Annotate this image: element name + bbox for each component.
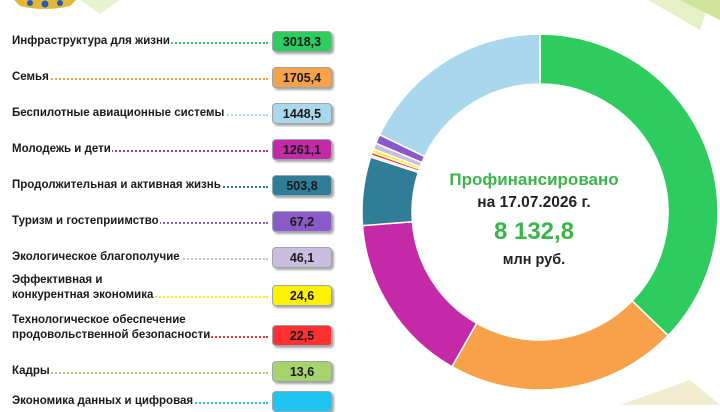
category-label: Инфраструктура для жизни [12,34,268,49]
category-label-line: Продолжительная и активная жизнь [12,179,222,191]
financed-unit: млн руб. [502,252,566,268]
category-label-line: Беспилотные авиационные системы [12,107,226,119]
category-label-line: Кадры [12,365,51,377]
value-badge: 46,1 [272,247,332,268]
category-row: Семья 1705,4 [12,64,337,88]
category-label-line: продовольственной безопасности [12,329,212,341]
decorative-leaf-bottom-right [620,380,720,405]
value-badge: 67,2 [272,211,332,232]
coat-of-arms-emblem [14,0,76,9]
category-label-line: Эффективная и [12,274,104,286]
category-label-line: Инфраструктура для жизни [12,35,171,47]
category-row: Кадры 13,6 [12,358,337,382]
category-label-line: Туризм и гостеприимство [12,215,160,227]
category-label-line: Семья [12,71,50,83]
category-row: Инфраструктура для жизни 3018,3 [12,28,337,52]
category-label: Семья [12,70,268,85]
category-row: Беспилотные авиационные системы 1448,5 [12,100,337,124]
category-label: Экономика данных и цифровая [12,394,268,409]
leader-dots [12,372,268,374]
category-label: Беспилотные авиационные системы [12,106,268,121]
category-row: Экологическое благополучие 46,1 [12,244,337,268]
category-label: Молодежь и дети [12,142,268,157]
category-label: Технологическое обеспечение продовольстве… [12,313,268,343]
financed-total: 8 132,8 [493,218,575,245]
value-badge: 3018,3 [272,31,332,52]
category-label: Туризм и гостеприимство [12,214,268,229]
category-label: Кадры [12,364,268,379]
category-row: Эффективная и конкурентная экономика 24,6 [12,267,337,306]
leader-dots [12,78,268,80]
donut-slice [539,33,719,337]
category-row: Продолжительная и активная жизнь 503,8 [12,172,337,196]
donut-slice [450,299,670,391]
category-row: Технологическое обеспечение продовольстве… [12,307,337,346]
category-row: Экономика данных и цифровая [12,388,337,412]
value-badge: 13,6 [272,361,332,382]
category-label-line: конкурентная экономика [12,289,155,301]
financed-date: на 17.07.2026 г. [477,194,591,211]
decorative-leaf-top-left [80,0,120,14]
category-label: Продолжительная и активная жизнь [12,178,268,193]
category-row: Молодежь и дети 1261,1 [12,136,337,160]
category-label-line: Экологическое благополучие [12,251,181,263]
value-badge: 1261,1 [272,139,332,160]
category-list: Инфраструктура для жизни 3018,3 Семья 1705,… [0,0,340,412]
donut-slice [378,33,541,158]
leader-dots [12,150,268,152]
value-badge: 1448,5 [272,103,332,124]
value-badge: 24,6 [272,285,332,306]
value-badge [272,391,332,412]
decorative-leaf-top-right [648,0,720,30]
category-label-line: Молодежь и дети [12,143,112,155]
category-row: Туризм и гостеприимство 67,2 [12,208,337,232]
donut-chart [361,33,719,391]
donut-center: Профинансировано на 17.07.2026 г. 8 132,… [424,170,644,268]
category-label-line: Технологическое обеспечение [12,314,187,326]
category-label: Эффективная и конкурентная экономика [12,273,268,303]
category-label-line: Экономика данных и цифровая [12,395,195,407]
financed-label: Профинансировано [449,170,619,189]
value-badge: 503,8 [272,175,332,196]
category-label: Экологическое благополучие [12,250,268,265]
value-badge: 1705,4 [272,67,332,88]
value-badge: 22,5 [272,325,332,346]
